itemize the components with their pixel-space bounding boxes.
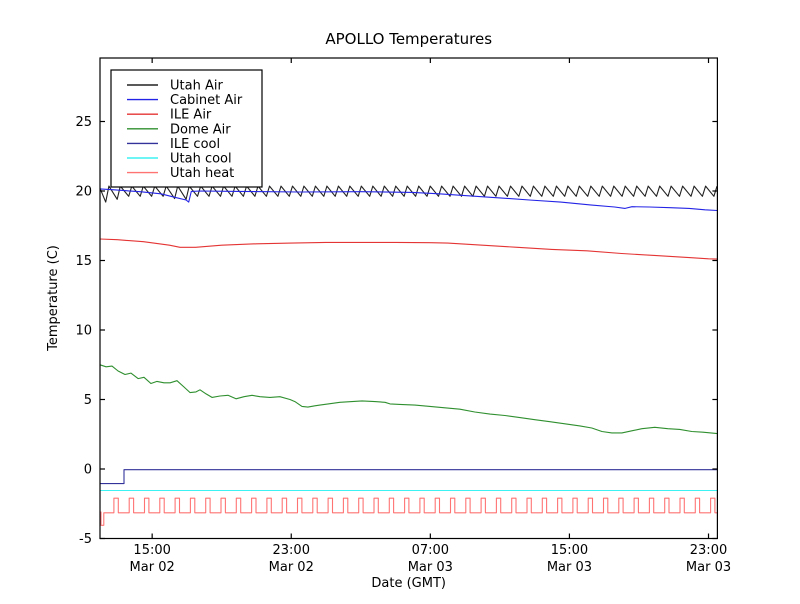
y-tick-label: 25: [75, 115, 92, 130]
legend-label-utah-heat: Utah heat: [170, 166, 234, 181]
series-line-ile-cool: [100, 469, 718, 485]
legend-label-utah-air: Utah Air: [170, 79, 223, 94]
series-lines: [99, 185, 718, 526]
x-tick-label-date: Mar 02: [130, 560, 175, 575]
axis-tick-labels: 15:00 Mar 02 23:00 Mar 02 07:00 Mar 03 15:00 Ma…: [75, 115, 731, 575]
legend-label-ile-cool: ILE cool: [170, 137, 220, 152]
y-tick-label: 5: [84, 393, 92, 408]
y-tick-label: 15: [75, 254, 92, 269]
x-tick-label-time: 23:00: [690, 543, 727, 558]
y-axis-label: Temperature (C): [46, 245, 61, 352]
x-tick-label-date: Mar 03: [547, 560, 592, 575]
x-tick-label-time: 23:00: [273, 543, 310, 558]
x-tick-label-date: Mar 02: [269, 560, 314, 575]
series-line-ile-air: [99, 238, 718, 260]
x-tick-label-date: Mar 03: [408, 560, 453, 575]
series-line-utah-heat: [100, 497, 718, 526]
series-line-dome-air: [99, 364, 718, 435]
x-axis-label: Date (GMT): [371, 576, 446, 591]
y-tick-label: 0: [84, 463, 92, 478]
x-tick-label-time: 07:00: [412, 543, 449, 558]
y-tick-label: 10: [75, 324, 92, 339]
x-tick-label-time: 15:00: [133, 543, 170, 558]
series-line-utah-air: [99, 185, 718, 203]
legend-label-utah-cool: Utah cool: [170, 152, 232, 167]
legend-label-ile-air: ILE Air: [170, 108, 212, 123]
legend-label-cabinet-air: Cabinet Air: [170, 93, 243, 108]
plot-border: [99, 57, 719, 540]
series-line-cabinet-air: [99, 188, 718, 212]
x-tick-label-time: 15:00: [551, 543, 588, 558]
y-tick-label: 20: [75, 185, 92, 200]
y-tick-label: -5: [79, 532, 92, 547]
x-tick-label-date: Mar 03: [686, 560, 731, 575]
chart-title: APOLLO Temperatures: [325, 30, 492, 48]
axis-ticks: [100, 58, 718, 540]
legend-label-dome-air: Dome Air: [170, 122, 231, 137]
